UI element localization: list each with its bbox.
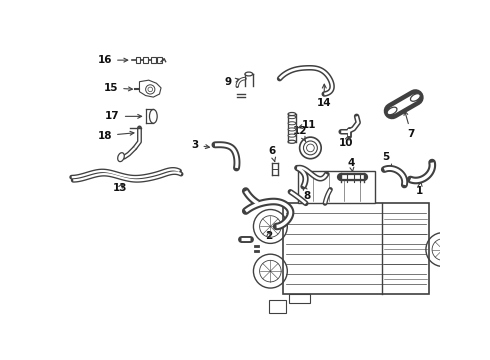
Bar xyxy=(143,57,148,63)
Text: 16: 16 xyxy=(98,55,128,65)
Text: 1: 1 xyxy=(416,182,422,196)
Text: 13: 13 xyxy=(113,183,127,193)
Bar xyxy=(269,300,286,313)
Bar xyxy=(289,294,311,303)
Ellipse shape xyxy=(288,140,296,143)
Text: 10: 10 xyxy=(339,135,353,148)
Text: 2: 2 xyxy=(265,231,272,241)
Text: 17: 17 xyxy=(105,111,142,121)
Ellipse shape xyxy=(288,116,296,119)
FancyBboxPatch shape xyxy=(283,203,429,294)
Ellipse shape xyxy=(288,134,296,137)
Bar xyxy=(298,171,375,203)
Text: 15: 15 xyxy=(104,83,132,93)
Ellipse shape xyxy=(411,94,420,101)
Ellipse shape xyxy=(118,153,124,162)
Bar xyxy=(136,57,140,63)
Text: 8: 8 xyxy=(303,185,311,201)
Ellipse shape xyxy=(387,107,397,115)
Text: 14: 14 xyxy=(317,84,332,108)
Text: 11: 11 xyxy=(298,120,316,130)
Bar xyxy=(151,57,156,63)
Text: 9: 9 xyxy=(224,77,240,87)
Bar xyxy=(157,57,162,63)
Polygon shape xyxy=(140,80,161,97)
Text: 3: 3 xyxy=(191,140,209,150)
Text: 7: 7 xyxy=(404,111,415,139)
Ellipse shape xyxy=(245,72,253,76)
Text: 4: 4 xyxy=(347,158,355,171)
Ellipse shape xyxy=(288,112,296,116)
Text: 5: 5 xyxy=(382,152,392,168)
Text: 6: 6 xyxy=(269,146,275,162)
Text: 18: 18 xyxy=(98,131,134,141)
Text: 12: 12 xyxy=(293,126,307,141)
Ellipse shape xyxy=(288,122,296,125)
Ellipse shape xyxy=(149,109,157,123)
Ellipse shape xyxy=(288,128,296,131)
